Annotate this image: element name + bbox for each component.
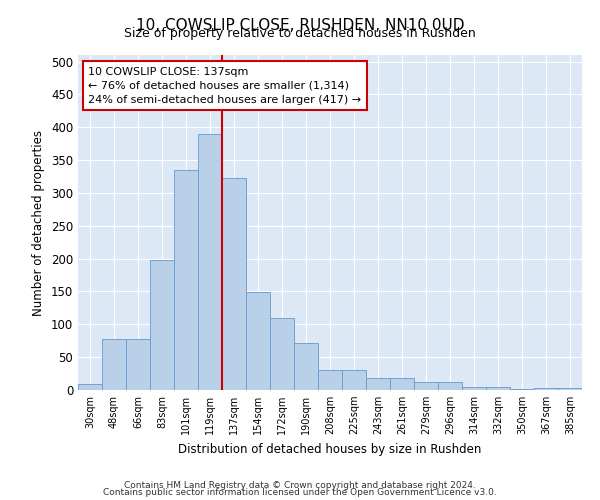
Text: Contains public sector information licensed under the Open Government Licence v3: Contains public sector information licen… xyxy=(103,488,497,497)
Text: 10 COWSLIP CLOSE: 137sqm
← 76% of detached houses are smaller (1,314)
24% of sem: 10 COWSLIP CLOSE: 137sqm ← 76% of detach… xyxy=(88,66,361,104)
X-axis label: Distribution of detached houses by size in Rushden: Distribution of detached houses by size … xyxy=(178,442,482,456)
Bar xyxy=(559,388,581,390)
Bar xyxy=(367,378,389,390)
Bar xyxy=(175,170,197,390)
Text: Size of property relative to detached houses in Rushden: Size of property relative to detached ho… xyxy=(124,28,476,40)
Bar xyxy=(271,318,293,390)
Bar xyxy=(415,382,437,390)
Bar xyxy=(487,386,509,390)
Y-axis label: Number of detached properties: Number of detached properties xyxy=(32,130,46,316)
Bar xyxy=(223,178,245,390)
Text: 10, COWSLIP CLOSE, RUSHDEN, NN10 0UD: 10, COWSLIP CLOSE, RUSHDEN, NN10 0UD xyxy=(136,18,464,32)
Text: Contains HM Land Registry data © Crown copyright and database right 2024.: Contains HM Land Registry data © Crown c… xyxy=(124,480,476,490)
Bar xyxy=(463,386,485,390)
Bar xyxy=(103,340,125,390)
Bar xyxy=(247,292,269,390)
Bar xyxy=(79,384,101,390)
Bar xyxy=(295,342,317,390)
Bar xyxy=(151,260,173,390)
Bar xyxy=(391,378,413,390)
Bar xyxy=(439,382,461,390)
Bar xyxy=(199,134,221,390)
Bar xyxy=(319,370,341,390)
Bar xyxy=(127,339,149,390)
Bar xyxy=(535,388,557,390)
Bar xyxy=(343,370,365,390)
